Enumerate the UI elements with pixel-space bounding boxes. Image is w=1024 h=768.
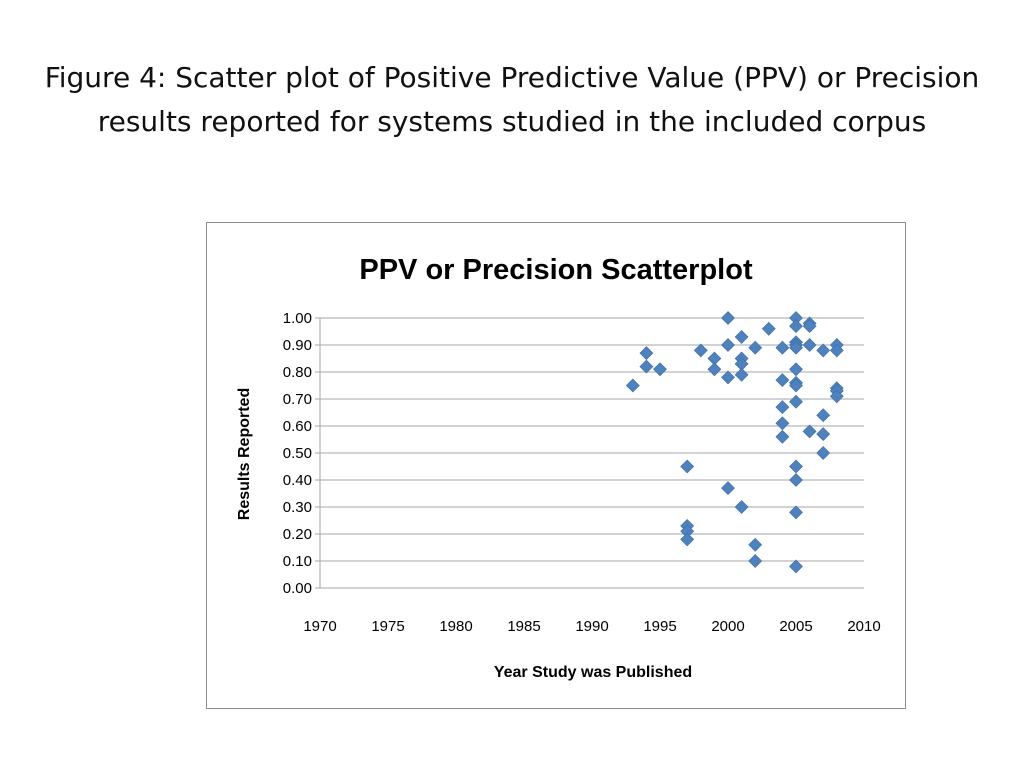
- data-point: [775, 373, 790, 388]
- y-tick-label: 0.50: [283, 445, 312, 462]
- x-tick-label: 2005: [779, 618, 812, 635]
- x-tick-label: 1985: [507, 618, 540, 635]
- data-point: [816, 427, 831, 442]
- data-point: [802, 319, 817, 334]
- data-point: [734, 367, 749, 382]
- data-point: [789, 559, 803, 574]
- data-point: [789, 319, 803, 334]
- y-tick-label: 0.60: [283, 418, 312, 435]
- data-point: [748, 340, 763, 355]
- data-point: [721, 311, 735, 325]
- x-tick-label: 2010: [847, 618, 880, 635]
- data-point: [639, 359, 654, 374]
- data-point: [625, 378, 640, 393]
- x-tick-label: 1970: [303, 618, 336, 635]
- y-tick-label: 0.30: [283, 499, 312, 516]
- y-tick-label: 0.90: [283, 337, 312, 354]
- x-tick-label: 1975: [371, 618, 404, 635]
- data-point: [775, 340, 790, 355]
- x-tick-label: 1990: [575, 618, 608, 635]
- y-axis-label: Results Reported: [236, 388, 253, 520]
- data-point: [816, 408, 831, 423]
- data-point: [734, 329, 749, 344]
- data-point: [775, 429, 790, 444]
- x-tick-label: 1980: [439, 618, 472, 635]
- data-point: [761, 321, 776, 336]
- slide-title: Figure 4: Scatter plot of Positive Predi…: [44, 61, 980, 138]
- data-point: [734, 500, 749, 514]
- data-point: [789, 394, 803, 409]
- y-tick-label: 0.00: [283, 580, 312, 597]
- data-point: [680, 459, 695, 474]
- x-tick-label: 2000: [711, 618, 744, 635]
- data-point: [693, 343, 708, 358]
- gridlines: [315, 317, 864, 589]
- data-point: [829, 389, 844, 404]
- data-point: [802, 424, 817, 439]
- y-tick-label: 0.80: [283, 364, 312, 381]
- data-point: [653, 362, 667, 377]
- y-tick-label: 0.70: [283, 391, 312, 408]
- data-point: [748, 554, 763, 568]
- data-point: [680, 532, 695, 547]
- y-tick-label: 1.00: [283, 310, 312, 327]
- data-point: [775, 400, 790, 415]
- chart-title: PPV or Precision Scatterplot: [359, 254, 753, 286]
- y-axis-ticks: 0.00 0.10 0.20 0.30 0.40 0.50 0.60 0.70 0.80 0.90…: [283, 310, 312, 597]
- data-point: [816, 343, 831, 358]
- chart-frame: PPV or Precision Scatterplot 0.00 0.10 0.2…: [206, 222, 906, 709]
- data-point: [789, 340, 803, 355]
- y-tick-label: 0.20: [283, 526, 312, 543]
- data-point: [789, 473, 803, 487]
- data-point: [775, 416, 790, 431]
- data-point: [789, 459, 803, 474]
- data-point: [721, 481, 735, 496]
- data-point: [639, 346, 654, 361]
- data-point: [748, 537, 763, 552]
- scatter-chart: PPV or Precision Scatterplot 0.00 0.10 0.2…: [236, 254, 881, 681]
- data-point: [789, 362, 803, 377]
- y-tick-label: 0.40: [283, 472, 312, 489]
- x-tick-label: 1995: [643, 618, 676, 635]
- data-point: [802, 338, 817, 352]
- data-point: [816, 446, 831, 460]
- data-point: [721, 370, 735, 385]
- data-point: [789, 505, 803, 520]
- data-point: [707, 362, 722, 377]
- x-axis-label: Year Study was Published: [494, 664, 692, 681]
- x-axis-ticks: 1970 1975 1980 1985 1990 1995 2000 2005 2010: [303, 618, 880, 635]
- data-points: [625, 311, 844, 574]
- data-point: [789, 378, 803, 393]
- y-tick-label: 0.10: [283, 553, 312, 570]
- data-point: [829, 343, 844, 358]
- data-point: [721, 338, 735, 352]
